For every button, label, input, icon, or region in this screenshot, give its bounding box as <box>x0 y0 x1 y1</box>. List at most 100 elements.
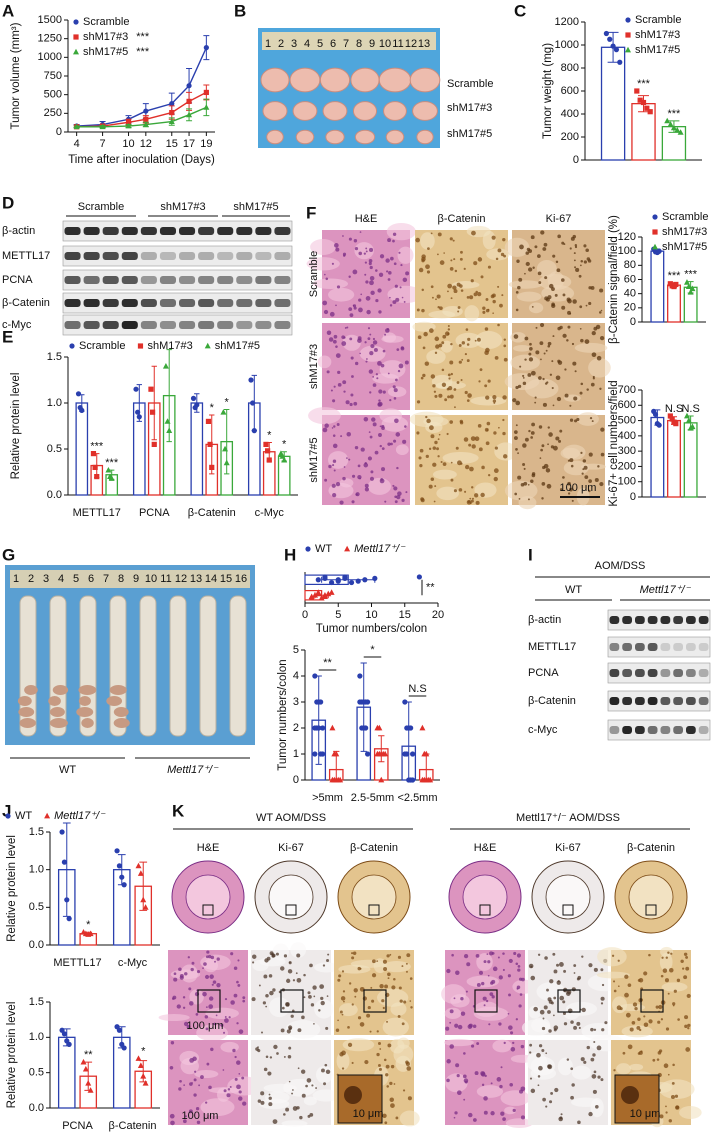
texture <box>510 1046 516 1052</box>
texture <box>617 959 620 962</box>
x-tick-label: 20 <box>432 609 444 621</box>
texture <box>395 432 401 437</box>
texture <box>443 252 445 254</box>
texture <box>367 337 371 341</box>
texture <box>349 337 353 341</box>
texture <box>296 1106 300 1110</box>
texture <box>368 431 371 433</box>
data-point <box>169 109 175 116</box>
texture <box>325 277 329 281</box>
texture <box>484 350 489 356</box>
texture <box>347 1026 350 1029</box>
blot-band <box>159 321 176 329</box>
texture <box>567 310 571 315</box>
blot-strip <box>62 245 293 267</box>
texture <box>530 1088 536 1094</box>
texture <box>418 267 424 273</box>
texture <box>339 500 344 505</box>
texture <box>616 1063 631 1075</box>
colon <box>139 595 157 737</box>
group-label: WT <box>59 764 76 776</box>
texture <box>474 1071 479 1076</box>
texture <box>591 1074 597 1079</box>
texture <box>331 427 334 429</box>
y-tick-label: 0 <box>573 154 579 166</box>
texture <box>259 1098 290 1110</box>
texture <box>310 239 336 255</box>
blot-band <box>274 276 291 284</box>
panel-label: F <box>306 203 316 222</box>
texture <box>476 1085 504 1098</box>
data-point <box>316 725 322 731</box>
texture <box>358 298 362 302</box>
texture <box>478 447 483 452</box>
inset-box <box>197 989 221 1013</box>
texture <box>265 993 269 998</box>
texture <box>421 259 425 263</box>
texture <box>398 986 402 990</box>
texture <box>333 425 336 428</box>
legend-label: Scramble <box>662 211 708 223</box>
data-point <box>135 1055 142 1061</box>
texture <box>670 1094 676 1099</box>
texture <box>367 327 371 330</box>
texture <box>416 431 420 435</box>
texture <box>342 380 347 385</box>
texture <box>461 341 466 345</box>
blot-band <box>647 726 658 734</box>
row-label: shM17#3 <box>308 344 320 389</box>
texture <box>272 943 289 961</box>
texture <box>685 955 689 959</box>
texture <box>348 458 351 461</box>
texture <box>354 361 359 366</box>
texture <box>353 306 357 310</box>
texture <box>210 955 215 960</box>
texture <box>500 1111 505 1116</box>
texture <box>621 1025 653 1038</box>
texture <box>672 1002 676 1006</box>
legend-swatch <box>625 32 631 38</box>
texture <box>562 476 565 479</box>
texture <box>522 374 525 377</box>
texture <box>516 953 522 958</box>
texture <box>384 1121 388 1125</box>
blot-band <box>102 252 119 260</box>
texture <box>625 1012 631 1018</box>
tumor <box>24 685 38 695</box>
inset-box <box>474 989 498 1013</box>
section <box>462 874 508 920</box>
y-tick-label: 500 <box>618 414 636 426</box>
row-label: β-Catenin <box>528 695 576 707</box>
texture <box>456 1090 462 1096</box>
data-point <box>677 129 684 135</box>
inset-box <box>285 904 297 916</box>
scale-label: 10 μm <box>630 1108 661 1120</box>
texture <box>562 293 566 297</box>
blot-band <box>635 643 645 651</box>
tumor <box>78 696 91 706</box>
texture <box>569 458 574 463</box>
texture <box>353 988 358 993</box>
texture <box>372 959 376 964</box>
x-tick-label: 12 <box>140 138 152 150</box>
column-label: H&E <box>355 213 378 225</box>
texture <box>445 1073 468 1093</box>
texture <box>178 967 182 972</box>
blot-strip <box>607 609 711 631</box>
texture <box>466 225 491 238</box>
data-point <box>667 413 673 419</box>
texture <box>287 1054 292 1059</box>
blot-band <box>140 276 157 284</box>
texture <box>364 273 367 276</box>
blot-band <box>686 616 696 624</box>
column-label: H&E <box>197 842 220 854</box>
ruler-number: 4 <box>304 38 310 50</box>
texture <box>550 1092 554 1095</box>
texture <box>182 1006 186 1009</box>
tumor <box>17 696 32 706</box>
texture <box>600 1002 604 1005</box>
texture <box>600 309 603 312</box>
texture <box>531 422 536 427</box>
texture <box>663 1063 669 1069</box>
texture <box>525 251 530 255</box>
